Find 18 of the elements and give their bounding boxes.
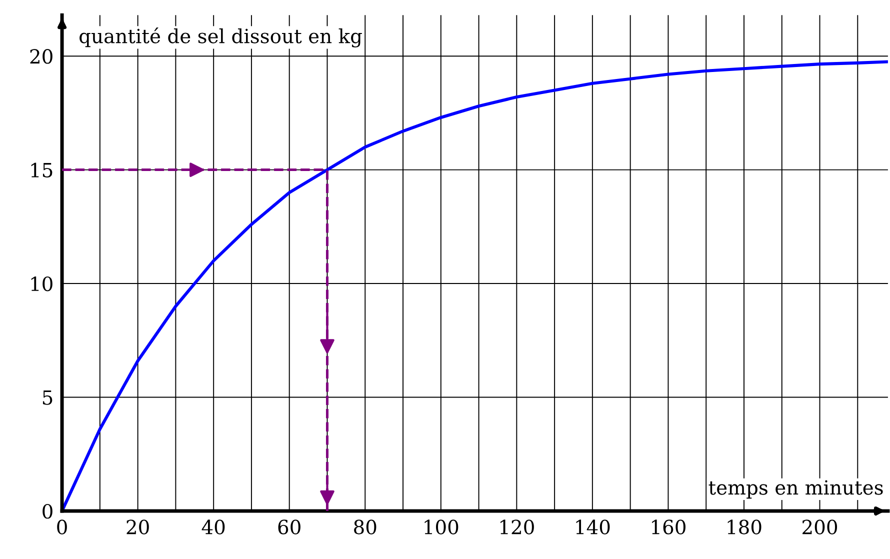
y-tick-label: 0 <box>42 504 52 519</box>
x-axis-title: temps en minutes <box>708 480 883 499</box>
x-tick-label: 100 <box>424 520 458 534</box>
x-tick-label: 160 <box>652 520 686 534</box>
y-axis-title: quantité de sel dissout en kg <box>80 28 362 48</box>
x-tick-label: 180 <box>728 520 762 534</box>
x-tick-label: 200 <box>802 520 838 534</box>
x-tick-label: 140 <box>576 520 610 534</box>
x-tick-label: 80 <box>354 520 376 534</box>
y-tick-label: 20 <box>30 49 52 64</box>
x-tick-label: 60 <box>278 520 300 534</box>
x-tick-label: 40 <box>202 520 225 534</box>
x-tick-label: 20 <box>126 520 149 534</box>
y-tick-label: 15 <box>31 162 52 178</box>
x-tick-label: 0 <box>57 520 67 534</box>
x-tick-label: 120 <box>500 520 534 534</box>
y-tick-label: 10 <box>31 276 52 292</box>
y-tick-label: 5 <box>42 390 52 405</box>
